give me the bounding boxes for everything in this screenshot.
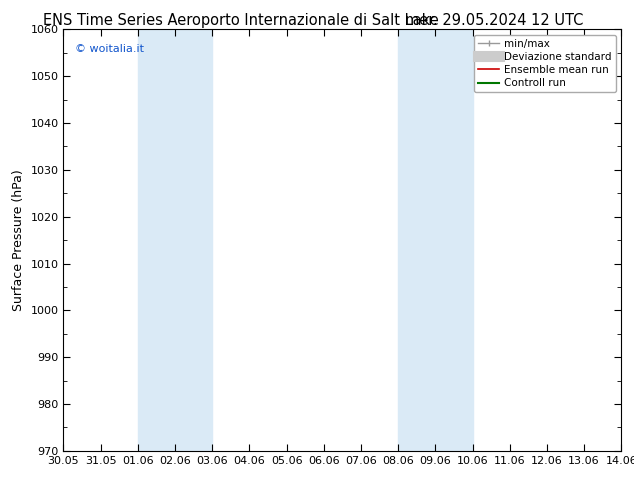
Text: mer. 29.05.2024 12 UTC: mer. 29.05.2024 12 UTC [405,13,583,28]
Text: © woitalia.it: © woitalia.it [75,44,143,54]
Text: ENS Time Series Aeroporto Internazionale di Salt Lake: ENS Time Series Aeroporto Internazionale… [43,13,439,28]
Bar [398,29,472,451]
Legend: min/max, Deviazione standard, Ensemble mean run, Controll run: min/max, Deviazione standard, Ensemble m… [474,35,616,92]
Bar [138,29,212,451]
Y-axis label: Surface Pressure (hPa): Surface Pressure (hPa) [12,169,25,311]
